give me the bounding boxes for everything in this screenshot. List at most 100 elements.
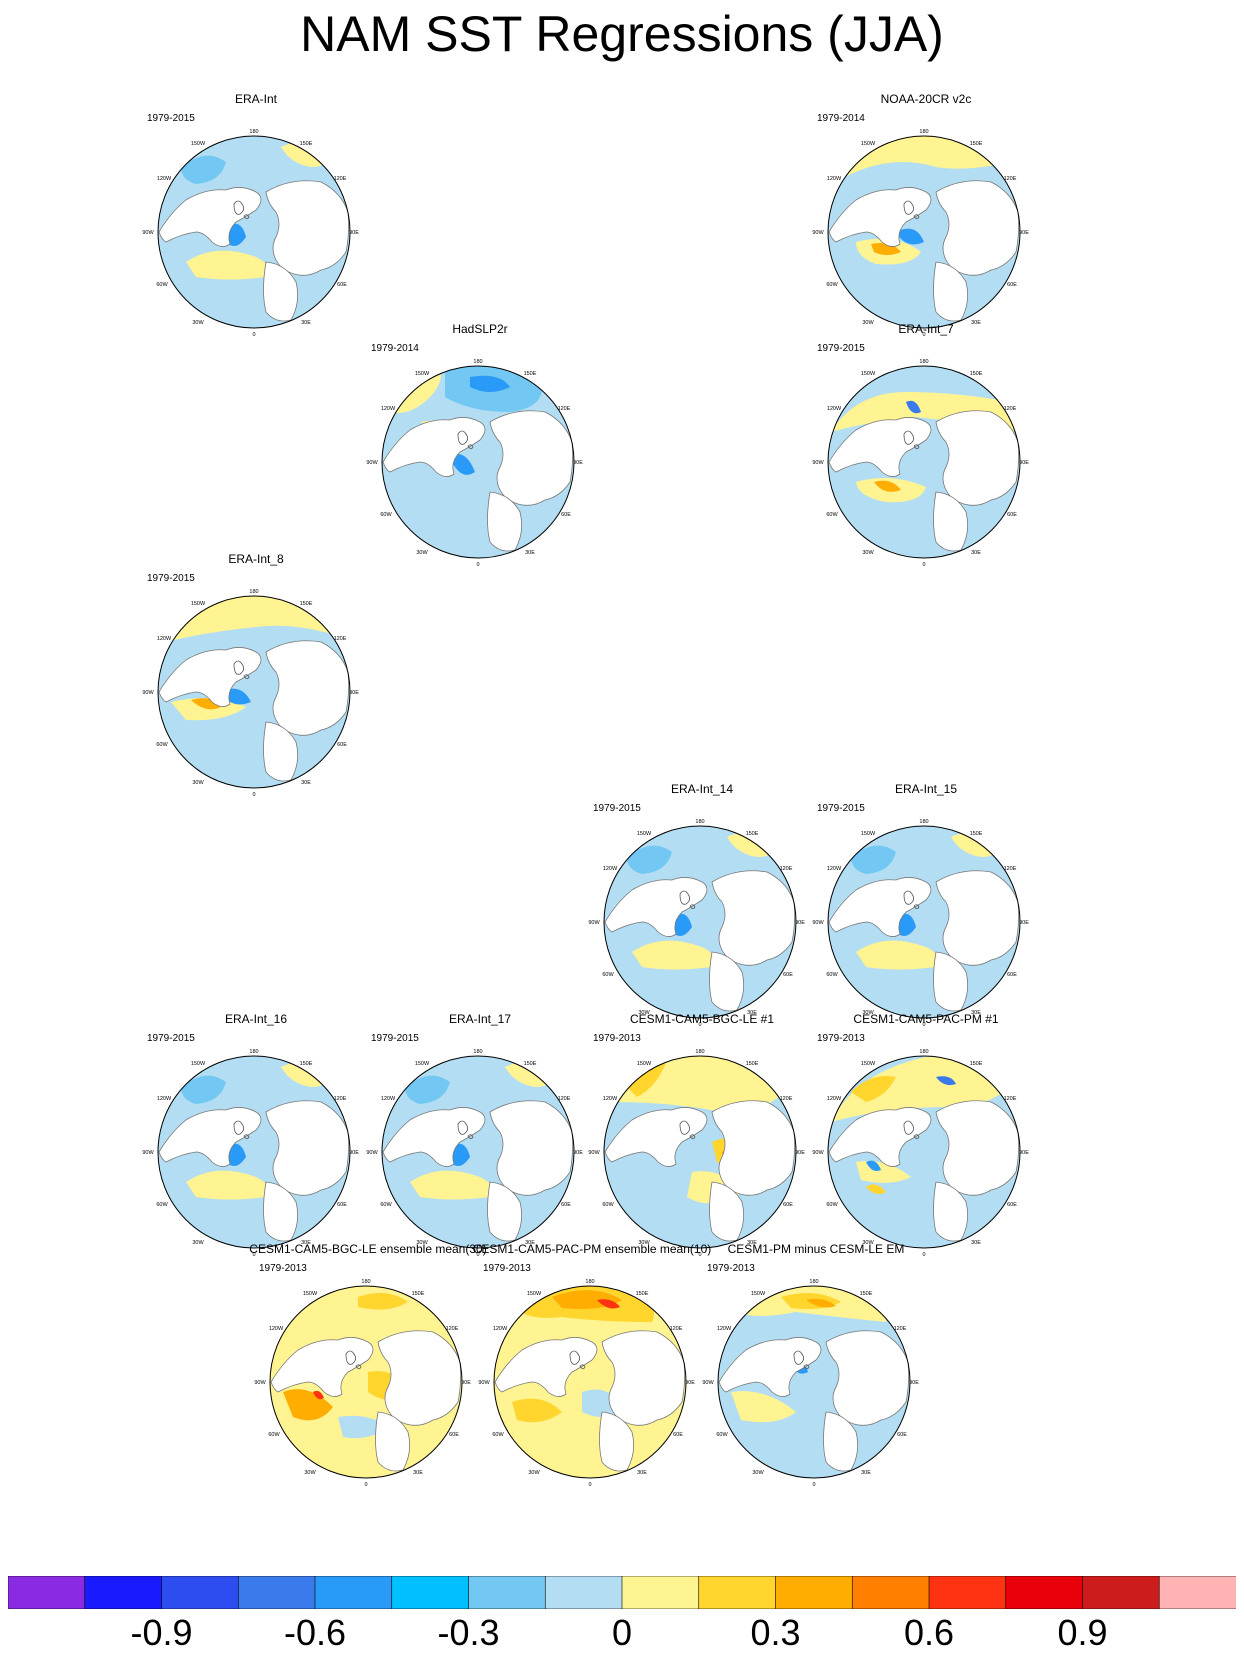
longitude-label: 0 <box>588 1482 591 1488</box>
land-mask <box>487 491 523 552</box>
longitude-label: 150E <box>524 1061 537 1067</box>
panel-years: 1979-2015 <box>147 113 195 124</box>
sst-anomaly-region <box>405 1075 450 1104</box>
sst-anomaly-region <box>906 400 921 414</box>
panel-years: 1979-2013 <box>259 1263 307 1274</box>
land-mask <box>935 410 1020 506</box>
panel-title: CESM1-PM minus CESM-LE EM <box>727 1242 905 1256</box>
longitude-label: 60W <box>380 512 392 518</box>
map-panel: CESM1-CAM5-BGC-LE #1 1979-2013 180 150E 120E… <box>572 1012 832 1258</box>
polar-map: 180 150E 120E 90E 60E 30E 0 30W 60W 90W 120W 150W <box>478 1279 695 1488</box>
longitude-label: 120W <box>381 1096 396 1102</box>
sst-anomaly-region <box>896 228 924 245</box>
longitude-label: 180 <box>919 1049 928 1055</box>
land-mask <box>265 1100 350 1196</box>
colorbar-tick-label: 0.3 <box>750 1612 801 1653</box>
longitude-label: 120W <box>603 1096 618 1102</box>
longitude-label: 90W <box>142 690 154 696</box>
arctic-coastline <box>569 1350 586 1370</box>
map-panel: ERA-Int_16 1979-2015 180 150E 120E 90E 60E 30E 0… <box>126 1012 386 1258</box>
longitude-label: 120W <box>269 1326 284 1332</box>
longitude-label: 0 <box>252 332 255 338</box>
sst-anomaly-region <box>731 1391 796 1423</box>
panel-years: 1979-2013 <box>593 1033 641 1044</box>
page-title: NAM SST Regressions (JJA) <box>300 6 944 62</box>
colorbar-tick-label: -0.3 <box>437 1612 500 1653</box>
longitude-label: 180 <box>249 589 258 595</box>
longitude-label: 60W <box>380 1202 392 1208</box>
longitude-label: 150W <box>303 1291 318 1297</box>
polar-map: 180 150E 120E 90E 60E 30E 0 30W 60W 90W 120W 150W <box>142 589 359 798</box>
longitude-label: 0 <box>922 562 925 568</box>
longitude-label: 90W <box>588 920 600 926</box>
longitude-label: 90W <box>254 1380 266 1386</box>
map-panel: ERA-Int_8 1979-2015 180 150E 120E 90E 60E 30E 0 3… <box>126 552 386 798</box>
polar-map: 180 150E 120E 90E 60E 30E 0 30W 60W 90W 120W 150W <box>588 1049 805 1258</box>
map-boundary <box>827 365 1021 559</box>
map-boundary <box>381 365 575 559</box>
longitude-label: 150E <box>524 371 537 377</box>
longitude-label: 150E <box>860 1291 873 1297</box>
longitude-label: 150W <box>415 371 430 377</box>
longitude-label: 90W <box>812 920 824 926</box>
land-mask <box>263 1181 299 1242</box>
longitude-label: 90E <box>349 690 359 696</box>
sst-anomaly-region <box>181 1075 226 1104</box>
colorbar-bin <box>851 1576 930 1609</box>
longitude-label: 150W <box>191 601 206 607</box>
longitude-label: 30E <box>747 1240 757 1246</box>
arctic-coastline <box>679 890 696 910</box>
polar-map: 180 150E 120E 90E 60E 30E 0 30W 60W 90W 120W 150W <box>142 1049 359 1258</box>
longitude-label: 30W <box>638 1240 650 1246</box>
land-mask <box>489 1100 574 1196</box>
panel-years: 1979-2014 <box>371 343 419 354</box>
sst-anomaly-region <box>851 1076 896 1102</box>
land-mask <box>825 1330 910 1426</box>
longitude-label: 180 <box>809 1279 818 1285</box>
land-mask <box>709 951 745 1012</box>
longitude-label: 90W <box>812 460 824 466</box>
panel-title: ERA-Int_7 <box>898 322 954 336</box>
longitude-label: 120W <box>493 1326 508 1332</box>
longitude-label: 60W <box>602 1202 614 1208</box>
colorbar-tick-label: -0.9 <box>130 1612 193 1653</box>
longitude-label: 60W <box>156 1202 168 1208</box>
polar-map: 180 150E 120E 90E 60E 30E 0 30W 60W 90W 120W 150W <box>812 359 1029 568</box>
land-mask <box>935 1100 1020 1196</box>
longitude-label: 0 <box>252 1252 255 1258</box>
longitude-label: 30W <box>862 320 874 326</box>
land-mask <box>933 1181 969 1242</box>
longitude-label: 150E <box>300 601 313 607</box>
map-boundary <box>827 1055 1021 1249</box>
longitude-label: 90W <box>702 1380 714 1386</box>
panel-years: 1979-2015 <box>817 803 865 814</box>
panel-title: ERA-Int_15 <box>894 782 958 796</box>
longitude-label: 120W <box>717 1326 732 1332</box>
longitude-label: 90E <box>349 230 359 236</box>
arctic-coastline <box>233 1120 250 1140</box>
arctic-coastline <box>345 1350 362 1370</box>
longitude-label: 150W <box>637 1061 652 1067</box>
longitude-label: 90E <box>1019 920 1029 926</box>
panel-title: CESM1-CAM5-BGC-LE #1 <box>629 1012 775 1026</box>
map-panel: ERA-Int_15 1979-2015 180 150E 120E 90E 60E 30E 0… <box>796 782 1056 1028</box>
longitude-label: 30W <box>752 1470 764 1476</box>
longitude-label: 30E <box>971 1240 981 1246</box>
longitude-label: 60E <box>337 1202 347 1208</box>
colorbar-tick-label: -0.6 <box>283 1612 347 1653</box>
longitude-label: 30W <box>416 1240 428 1246</box>
longitude-label: 180 <box>919 359 928 365</box>
longitude-label: 30E <box>525 550 535 556</box>
longitude-label: 90E <box>349 1150 359 1156</box>
longitude-label: 30E <box>637 1470 647 1476</box>
longitude-label: 180 <box>473 1049 482 1055</box>
longitude-label: 0 <box>922 332 925 338</box>
land-mask <box>599 1411 635 1472</box>
longitude-label: 60E <box>783 972 793 978</box>
longitude-label: 90W <box>812 230 824 236</box>
longitude-label: 60W <box>602 972 614 978</box>
longitude-label: 120E <box>894 1326 907 1332</box>
longitude-label: 30W <box>528 1470 540 1476</box>
colorbar-bin <box>314 1576 393 1609</box>
colorbar-bin <box>775 1576 854 1609</box>
